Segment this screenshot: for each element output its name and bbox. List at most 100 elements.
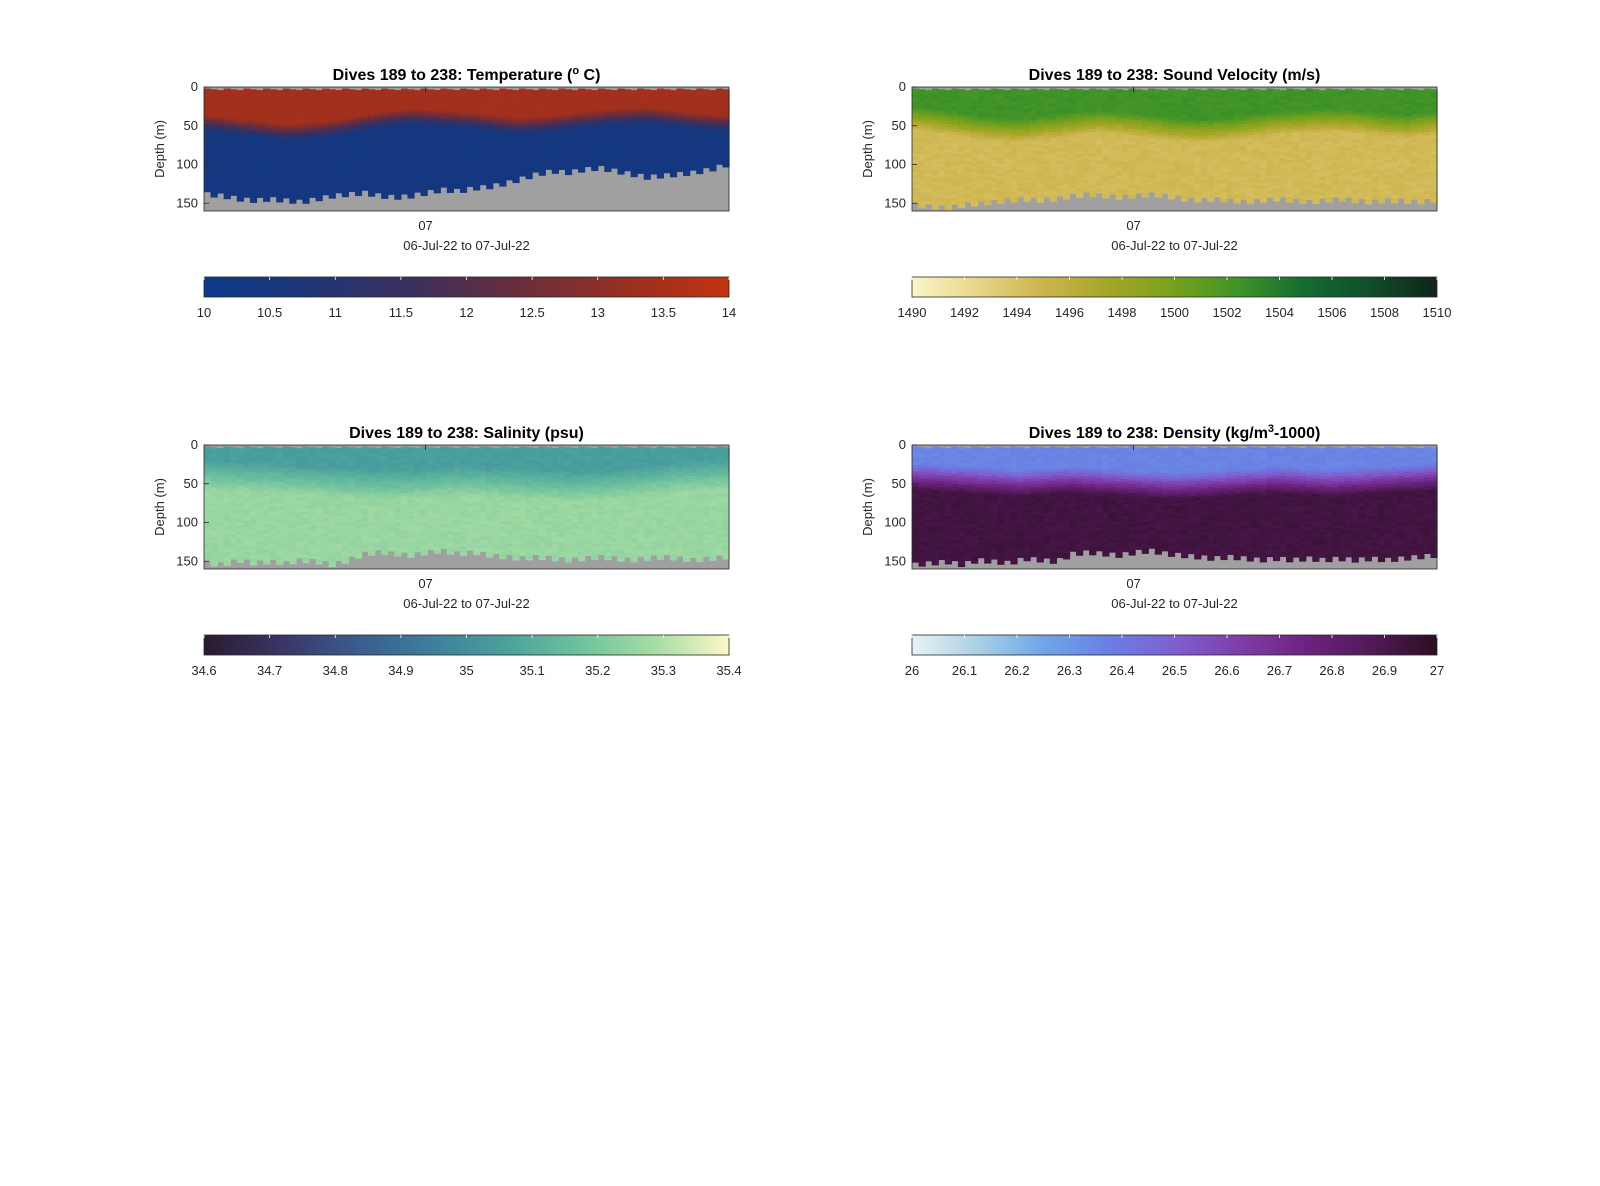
heatmap-cell [230,142,238,146]
heatmap-cell [433,139,441,144]
heatmap-cell [1194,182,1202,187]
heatmap-cell [578,104,586,108]
heatmap-cell [1056,163,1064,168]
heatmap-cell [1062,198,1071,200]
heatmap-cell [512,167,520,172]
heatmap-cell [492,133,500,138]
heatmap-cell [525,107,533,112]
heatmap-cell [302,116,310,121]
heatmap-cell [210,89,218,94]
heatmap-cell [1062,176,1071,181]
heatmap-cell [1148,107,1156,111]
heatmap-cell [223,97,231,102]
heatmap-cell [676,147,684,152]
heatmap-cell [1181,142,1189,147]
heatmap-cell [302,156,310,161]
heatmap-cell [709,149,717,153]
heatmap-cell [446,104,454,109]
heatmap-cell [335,108,343,113]
heatmap-cell [977,179,985,183]
heatmap-cell [944,195,952,200]
heatmap-cell [1154,95,1162,100]
heatmap-cell [459,156,468,161]
heatmap-cell [1030,122,1038,127]
heatmap-cell [420,131,428,136]
heatmap-cell [446,123,454,128]
heatmap-cell [1095,191,1103,194]
heatmap-cell [663,157,671,162]
heatmap-cell [1240,158,1248,162]
heatmap-cell [689,102,697,107]
heatmap-cell [1076,176,1084,180]
heatmap-cell [931,178,939,183]
heatmap-cell [328,123,336,128]
heatmap-cell [1141,145,1149,150]
heatmap-cell [617,110,625,114]
heatmap-cell [400,91,409,96]
heatmap-cell [1082,102,1090,107]
heatmap-cell [984,105,992,110]
heatmap-cell [1010,175,1018,180]
heatmap-cell [243,166,251,170]
heatmap-cell [1049,190,1057,195]
heatmap-cell [1030,156,1038,161]
heatmap-cell [1062,133,1071,138]
heatmap-cell [984,111,992,116]
heatmap-cell [1108,91,1117,96]
heatmap-cell [1154,157,1162,162]
heatmap-cell [1141,133,1149,138]
heatmap-cell [912,193,920,198]
heatmap-cell [584,126,592,131]
heatmap-cell [335,180,343,184]
heatmap-cell [1049,153,1057,158]
heatmap-cell [971,203,979,207]
heatmap-cell [971,184,979,189]
heatmap-cell [709,158,717,162]
heatmap-cell [571,167,579,170]
heatmap-cell [1017,154,1025,159]
heatmap-cell [368,126,376,131]
heatmap-cell [1115,160,1123,165]
heatmap-cell [591,105,599,110]
heatmap-cell [1161,192,1169,194]
heatmap-cell [1036,200,1044,203]
heatmap-cell [1259,99,1267,104]
heatmap-cell [1010,128,1018,133]
heatmap-cell [951,193,959,198]
heatmap-cell [938,101,946,106]
heatmap-cell [328,157,336,162]
heatmap-cell [918,176,926,180]
heatmap-cell [236,170,244,175]
heatmap-cell [210,129,218,134]
heatmap-cell [1266,138,1274,142]
heatmap-cell [925,149,933,153]
heatmap-cell [486,145,494,149]
heatmap-cell [1240,90,1248,94]
heatmap-cell [217,149,225,153]
heatmap-cell [722,126,730,131]
heatmap-cell [1023,111,1031,116]
heatmap-cell [558,156,566,161]
heatmap-cell [256,136,264,141]
heatmap-cell [1076,132,1084,137]
heatmap-cell [1017,142,1025,146]
heatmap-cell [1332,191,1340,196]
heatmap-cell [624,132,632,137]
heatmap-cell [1220,170,1228,175]
heatmap-cell [400,181,409,186]
heatmap-cell [236,167,244,172]
heatmap-cell [1312,123,1320,128]
heatmap-cell [1043,189,1051,193]
heatmap-cell [269,120,277,125]
heatmap-cell [984,99,992,104]
heatmap-cell [249,101,258,106]
heatmap-cell [473,176,481,181]
heatmap-cell [1003,93,1012,97]
heatmap-cell [1154,129,1162,134]
heatmap-cell [1233,138,1241,143]
heatmap-cell [223,113,231,118]
heatmap-cell [236,130,244,135]
heatmap-cell [1227,116,1235,121]
heatmap-cell [558,153,566,158]
heatmap-cell [1049,88,1057,93]
